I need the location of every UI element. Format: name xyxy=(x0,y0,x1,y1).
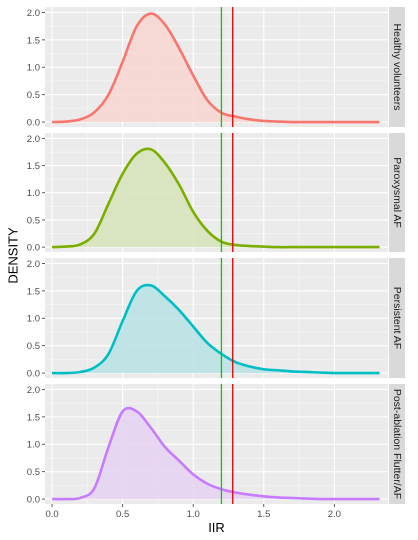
density-line xyxy=(52,406,380,501)
y-tick-label: 0.5 xyxy=(27,90,40,101)
facet-strip-label: Persistent AF xyxy=(391,287,403,349)
y-tick-label: 1.5 xyxy=(27,412,40,423)
density-area xyxy=(52,148,380,248)
facet-strip xyxy=(389,384,405,504)
facet-strip-label: Post-ablation Flutter/AF xyxy=(391,389,403,499)
y-tick-label: 0.5 xyxy=(27,215,40,226)
y-tick-label: 0.0 xyxy=(27,368,40,379)
facet-panel: 0.0 0.5 1.0 1.5 2.0 Paroxysmal AF xyxy=(27,133,405,254)
y-tick-label: 2.0 xyxy=(27,8,40,19)
x-tick-label: 0.5 xyxy=(116,509,129,520)
facet-strip-label: Healthy volunteers xyxy=(391,24,403,111)
y-tick-label: 1.0 xyxy=(27,440,40,451)
x-tick-label: 1.0 xyxy=(187,509,200,520)
y-tick-label: 2.0 xyxy=(27,134,40,145)
facet-strip xyxy=(389,258,405,378)
density-area xyxy=(52,13,380,123)
density-line xyxy=(52,283,380,375)
facet-panel: 0.0 0.5 1.0 1.5 2.0 Post-ablation Flutter/AF xyxy=(27,384,405,505)
facet-strip-label: Paroxysmal AF xyxy=(391,157,403,228)
y-tick-label: 1.5 xyxy=(27,161,40,172)
y-tick-label: 0.0 xyxy=(27,494,40,505)
density-line xyxy=(52,147,380,249)
y-tick-label: 0.0 xyxy=(27,117,40,128)
y-tick-label: 1.0 xyxy=(27,188,40,199)
facet-panel: 0.0 0.5 1.0 1.5 2.0 Healthy volunteers xyxy=(27,7,405,128)
facet-panel: 0.0 0.5 1.0 1.5 2.0 Persistent AF xyxy=(27,258,405,379)
y-tick-label: 0.5 xyxy=(27,467,40,478)
y-tick-label: 0.5 xyxy=(27,341,40,352)
x-axis-title: IIR xyxy=(208,520,225,535)
density-area xyxy=(52,408,380,500)
x-tick-label: 1.5 xyxy=(257,509,270,520)
y-tick-label: 0.0 xyxy=(27,243,40,254)
y-tick-label: 1.5 xyxy=(27,286,40,297)
y-axis-title: DENSITY xyxy=(6,227,21,284)
y-tick-label: 1.0 xyxy=(27,63,40,74)
x-tick-label: 2.0 xyxy=(328,509,341,520)
density-area xyxy=(52,285,380,374)
y-tick-label: 2.0 xyxy=(27,259,40,270)
facet-strip xyxy=(389,133,405,252)
y-tick-label: 1.0 xyxy=(27,314,40,325)
x-tick-label: 0.0 xyxy=(45,509,58,520)
density-line xyxy=(52,12,380,124)
facet-strip xyxy=(389,7,405,127)
y-tick-label: 1.5 xyxy=(27,35,40,46)
y-tick-label: 2.0 xyxy=(27,385,40,396)
